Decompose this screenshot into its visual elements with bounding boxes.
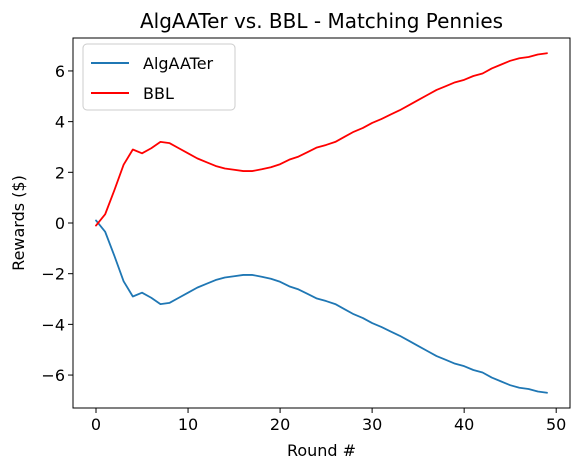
ticks-layer: 0 10 20 30 40 50 −6 −4 −2 0 2 4 6 xyxy=(41,62,566,434)
x-tick-label: 40 xyxy=(454,415,474,434)
chart-title: AlgAATer vs. BBL - Matching Pennies xyxy=(140,9,503,33)
y-tick-label: −6 xyxy=(41,366,65,385)
series-line-algaater xyxy=(95,219,548,394)
y-tick-label: 0 xyxy=(55,214,65,233)
x-axis-label: Round # xyxy=(287,441,356,460)
legend: AlgAATer BBL xyxy=(82,43,236,111)
legend-label-algaater: AlgAATer xyxy=(143,54,214,73)
x-tick-label: 30 xyxy=(362,415,382,434)
y-tick-label: −2 xyxy=(41,265,65,284)
y-tick-label: 6 xyxy=(55,62,65,81)
series-line-bbl xyxy=(95,52,548,227)
y-tick-label: 4 xyxy=(55,113,65,132)
x-tick-label: 50 xyxy=(546,415,566,434)
y-tick-label: 2 xyxy=(55,163,65,182)
x-tick-label: 0 xyxy=(91,415,101,434)
legend-label-bbl: BBL xyxy=(143,84,174,103)
x-tick-label: 10 xyxy=(178,415,198,434)
x-tick-label: 20 xyxy=(270,415,290,434)
series-layer xyxy=(95,52,548,394)
y-tick-label: −4 xyxy=(41,315,65,334)
y-axis-label: Rewards ($) xyxy=(9,175,28,271)
